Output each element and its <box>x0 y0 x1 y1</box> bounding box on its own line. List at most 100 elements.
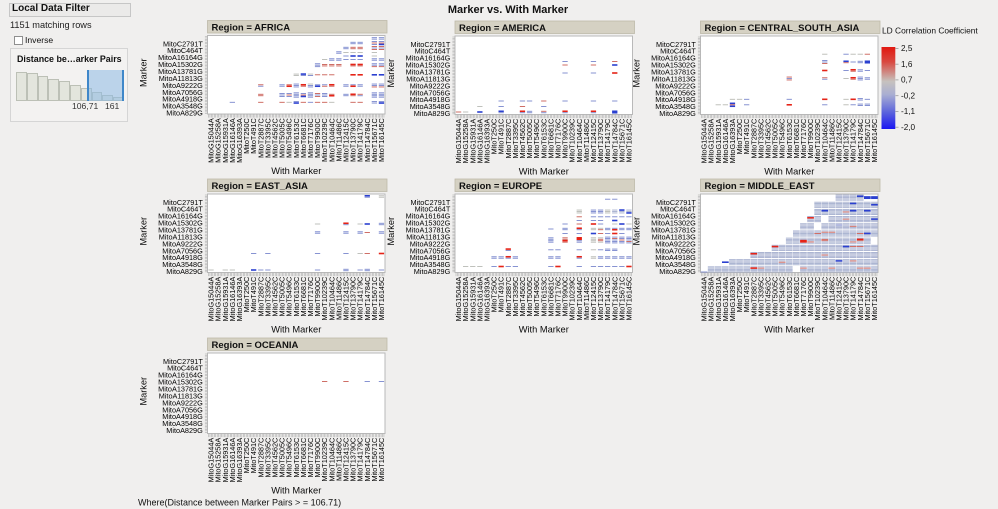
svg-text:MitoT4562C: MitoT4562C <box>271 118 280 158</box>
svg-text:MitoG16393A: MitoG16393A <box>483 277 492 322</box>
svg-text:MitoT6681C: MitoT6681C <box>792 277 801 317</box>
svg-text:MitoA4918G: MitoA4918G <box>162 253 203 262</box>
svg-text:MitoA13781G: MitoA13781G <box>651 68 696 77</box>
svg-text:MitoT5496C: MitoT5496C <box>285 438 294 478</box>
svg-text:MitoT16145C: MitoT16145C <box>625 119 634 163</box>
svg-text:MitoT10239C: MitoT10239C <box>568 119 577 163</box>
svg-text:MitoT14179C: MitoT14179C <box>849 277 858 321</box>
svg-text:MitoA4918G: MitoA4918G <box>162 95 203 104</box>
svg-text:MitoC464T: MitoC464T <box>415 205 451 214</box>
svg-text:MitoT16145C: MitoT16145C <box>870 277 879 321</box>
svg-text:MitoT3395C: MitoT3395C <box>263 277 272 317</box>
svg-text:MitoA13781G: MitoA13781G <box>158 226 203 235</box>
svg-text:MitoT6153C: MitoT6153C <box>292 438 301 478</box>
svg-text:MitoA3548G: MitoA3548G <box>655 102 696 111</box>
svg-text:MitoT16145C: MitoT16145C <box>377 277 386 321</box>
svg-text:MitoT6681C: MitoT6681C <box>299 277 308 317</box>
svg-text:MitoT4562C: MitoT4562C <box>518 119 527 159</box>
svg-text:MitoG15258A: MitoG15258A <box>707 277 716 322</box>
svg-text:MitoT250C: MitoT250C <box>490 277 499 313</box>
svg-text:MitoT7176C: MitoT7176C <box>306 118 315 158</box>
svg-text:MitoT10239C: MitoT10239C <box>568 277 577 321</box>
svg-text:MitoA16164G: MitoA16164G <box>158 53 203 62</box>
svg-text:MitoT13790C: MitoT13790C <box>842 119 851 163</box>
svg-text:MitoG15258A: MitoG15258A <box>214 438 223 483</box>
svg-text:MitoT7176C: MitoT7176C <box>306 277 315 317</box>
svg-text:MitoT10464C: MitoT10464C <box>327 438 336 482</box>
svg-text:MitoT3395C: MitoT3395C <box>511 277 520 317</box>
svg-text:MitoT250C: MitoT250C <box>735 119 744 155</box>
svg-text:MitoA829G: MitoA829G <box>659 267 696 276</box>
svg-text:MitoG15044A: MitoG15044A <box>454 119 463 164</box>
svg-text:MitoT11486C: MitoT11486C <box>334 118 343 161</box>
svg-text:MitoT7176C: MitoT7176C <box>306 438 315 478</box>
svg-text:MitoG15044A: MitoG15044A <box>207 438 216 483</box>
svg-text:With Marker: With Marker <box>271 166 321 176</box>
svg-text:MitoT10464C: MitoT10464C <box>820 277 829 321</box>
svg-text:MitoT13790C: MitoT13790C <box>349 438 358 482</box>
svg-text:MitoT10464C: MitoT10464C <box>327 277 336 321</box>
svg-text:MitoG16393A: MitoG16393A <box>235 277 244 322</box>
svg-text:MitoT14179C: MitoT14179C <box>603 119 612 163</box>
svg-text:MitoC2791T: MitoC2791T <box>656 198 696 207</box>
svg-text:MitoA11813G: MitoA11813G <box>406 232 450 241</box>
svg-text:MitoA13781G: MitoA13781G <box>158 67 203 76</box>
svg-text:MitoT6153C: MitoT6153C <box>539 119 548 159</box>
svg-text:With Marker: With Marker <box>519 167 569 177</box>
svg-text:Marker: Marker <box>139 377 149 406</box>
svg-text:MitoT3395C: MitoT3395C <box>511 119 520 159</box>
svg-text:MitoT2887C: MitoT2887C <box>256 438 265 478</box>
svg-text:MitoT7176C: MitoT7176C <box>554 277 563 317</box>
svg-text:Where(Distance between Marker: Where(Distance between Marker Pairs > = … <box>138 498 341 508</box>
svg-text:MitoT491C: MitoT491C <box>249 277 258 313</box>
svg-text:MitoG15044A: MitoG15044A <box>207 118 216 163</box>
svg-text:MitoA9222G: MitoA9222G <box>410 239 451 248</box>
svg-text:MitoT5005C: MitoT5005C <box>771 119 780 159</box>
svg-text:With Marker: With Marker <box>271 325 321 335</box>
svg-text:MitoT9900C: MitoT9900C <box>313 277 322 317</box>
svg-text:MitoG16146A: MitoG16146A <box>721 277 730 322</box>
svg-text:MitoG15258A: MitoG15258A <box>461 119 470 164</box>
svg-text:MitoT15671C: MitoT15671C <box>370 118 379 162</box>
svg-text:MitoC2791T: MitoC2791T <box>163 357 203 366</box>
svg-text:MitoT5005C: MitoT5005C <box>278 118 287 158</box>
svg-text:MitoT2887C: MitoT2887C <box>256 277 265 317</box>
svg-text:MitoA15302G: MitoA15302G <box>651 219 696 228</box>
svg-text:MitoG16393A: MitoG16393A <box>235 118 244 163</box>
svg-text:MitoT6681C: MitoT6681C <box>299 118 308 158</box>
svg-text:MitoT7176C: MitoT7176C <box>799 119 808 159</box>
svg-text:MitoT5005C: MitoT5005C <box>525 119 534 159</box>
svg-text:MitoT2887C: MitoT2887C <box>749 119 758 159</box>
svg-text:MitoA3548G: MitoA3548G <box>162 419 203 428</box>
svg-text:MitoA16164G: MitoA16164G <box>406 54 451 63</box>
svg-text:MitoT16145C: MitoT16145C <box>377 118 386 162</box>
svg-text:Marker: Marker <box>632 59 642 88</box>
svg-text:MitoT2887C: MitoT2887C <box>504 277 513 317</box>
svg-text:-1,1: -1,1 <box>901 107 916 116</box>
svg-text:MitoT9900C: MitoT9900C <box>561 277 570 317</box>
svg-text:MitoT6153C: MitoT6153C <box>292 118 301 158</box>
svg-text:MitoA11813G: MitoA11813G <box>406 74 450 83</box>
svg-text:MitoG15258A: MitoG15258A <box>214 118 223 163</box>
svg-text:MitoT12415C: MitoT12415C <box>342 277 351 321</box>
svg-text:0,7: 0,7 <box>901 76 913 85</box>
svg-text:MitoT14784C: MitoT14784C <box>363 438 372 482</box>
svg-text:MitoT6153C: MitoT6153C <box>785 119 794 159</box>
svg-text:MitoA13781G: MitoA13781G <box>651 226 696 235</box>
svg-text:MitoG16393A: MitoG16393A <box>235 438 244 483</box>
svg-text:MitoC2791T: MitoC2791T <box>163 198 203 207</box>
svg-text:MitoT491C: MitoT491C <box>497 277 506 313</box>
svg-text:MitoC2791T: MitoC2791T <box>411 40 451 49</box>
svg-text:MitoC464T: MitoC464T <box>415 47 451 56</box>
svg-text:MitoT5005C: MitoT5005C <box>525 277 534 317</box>
svg-text:MitoT11486C: MitoT11486C <box>334 277 343 320</box>
svg-text:2,5: 2,5 <box>901 44 913 53</box>
svg-text:MitoT14784C: MitoT14784C <box>363 277 372 321</box>
svg-text:MitoT6681C: MitoT6681C <box>546 119 555 159</box>
svg-text:MitoT15671C: MitoT15671C <box>617 119 626 163</box>
svg-text:MitoT11486C: MitoT11486C <box>582 277 591 320</box>
svg-text:MitoG15931A: MitoG15931A <box>468 119 477 164</box>
svg-text:MitoT13790C: MitoT13790C <box>596 119 605 163</box>
svg-text:MitoT10239C: MitoT10239C <box>320 438 329 482</box>
svg-text:With Marker: With Marker <box>764 325 814 335</box>
